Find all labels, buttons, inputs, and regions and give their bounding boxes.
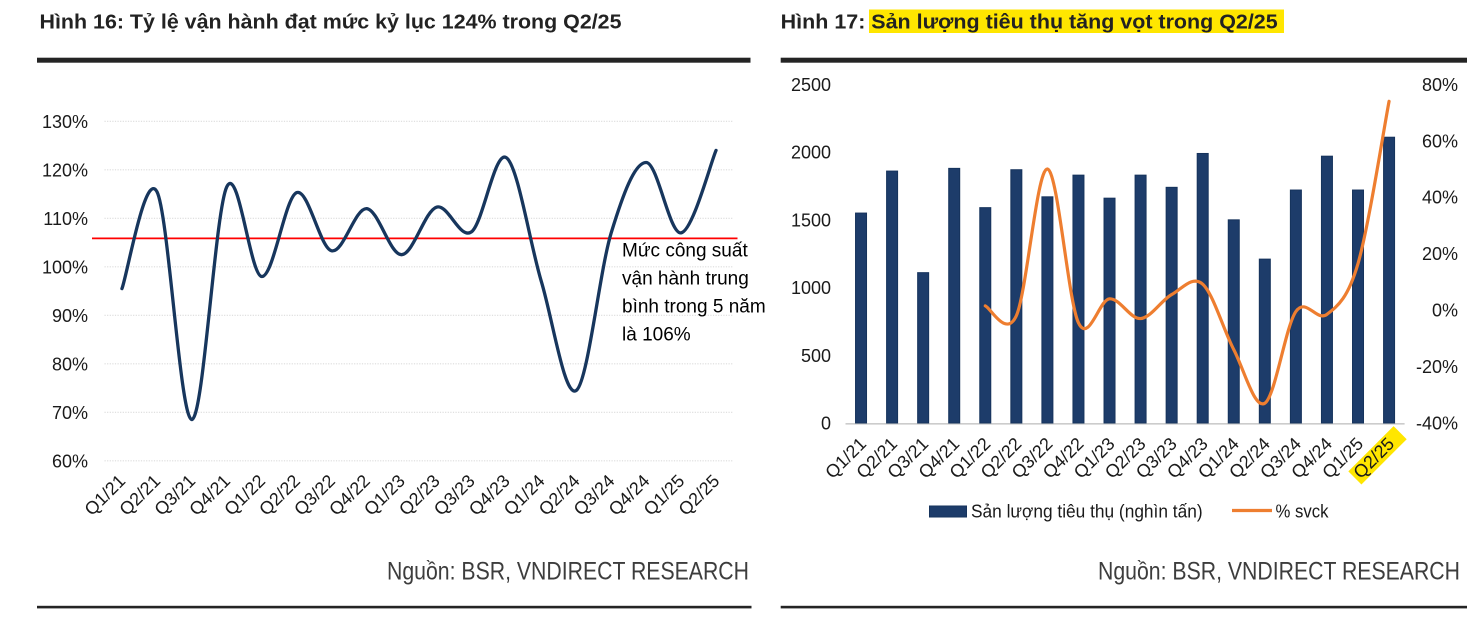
svg-text:40%: 40% — [1422, 188, 1458, 208]
svg-text:% svck: % svck — [1276, 501, 1330, 521]
svg-text:Sản lượng tiêu thụ (nghìn tấn): Sản lượng tiêu thụ (nghìn tấn) — [971, 501, 1203, 521]
svg-text:Q2/25: Q2/25 — [675, 471, 724, 520]
svg-text:Nguồn: BSR, VNDIRECT RESEARCH: Nguồn: BSR, VNDIRECT RESEARCH — [1098, 558, 1460, 586]
svg-text:2000: 2000 — [791, 143, 831, 163]
svg-text:90%: 90% — [52, 306, 88, 326]
svg-text:500: 500 — [801, 346, 831, 366]
svg-text:là 106%: là 106% — [622, 325, 691, 346]
svg-text:0: 0 — [821, 414, 831, 434]
svg-text:120%: 120% — [42, 160, 88, 180]
svg-text:110%: 110% — [43, 209, 88, 229]
svg-text:20%: 20% — [1422, 244, 1458, 264]
svg-text:bình trong 5 năm: bình trong 5 năm — [622, 297, 766, 318]
svg-text:60%: 60% — [1422, 131, 1458, 151]
svg-text:1500: 1500 — [791, 210, 831, 230]
svg-text:1000: 1000 — [791, 278, 831, 298]
svg-text:Hình 17: Sản lượng tiêu thụ tă: Hình 17: Sản lượng tiêu thụ tăng vọt tro… — [781, 10, 1278, 33]
svg-text:130%: 130% — [42, 112, 88, 132]
svg-text:-20%: -20% — [1416, 357, 1458, 377]
svg-text:0%: 0% — [1432, 301, 1458, 321]
svg-text:Mức công suất: Mức công suất — [622, 241, 748, 262]
svg-text:60%: 60% — [52, 451, 88, 471]
svg-text:100%: 100% — [42, 257, 88, 277]
svg-text:70%: 70% — [52, 403, 88, 423]
svg-text:-40%: -40% — [1416, 413, 1458, 433]
svg-text:80%: 80% — [52, 354, 88, 374]
svg-text:vận hành trung: vận hành trung — [622, 269, 749, 290]
svg-text:Nguồn: BSR, VNDIRECT RESEARCH: Nguồn: BSR, VNDIRECT RESEARCH — [387, 558, 749, 586]
svg-text:2500: 2500 — [791, 75, 831, 95]
svg-text:80%: 80% — [1422, 75, 1458, 95]
svg-text:Hình 16: Tỷ lệ vận hành đạt mứ: Hình 16: Tỷ lệ vận hành đạt mức kỷ lục 1… — [40, 10, 622, 33]
